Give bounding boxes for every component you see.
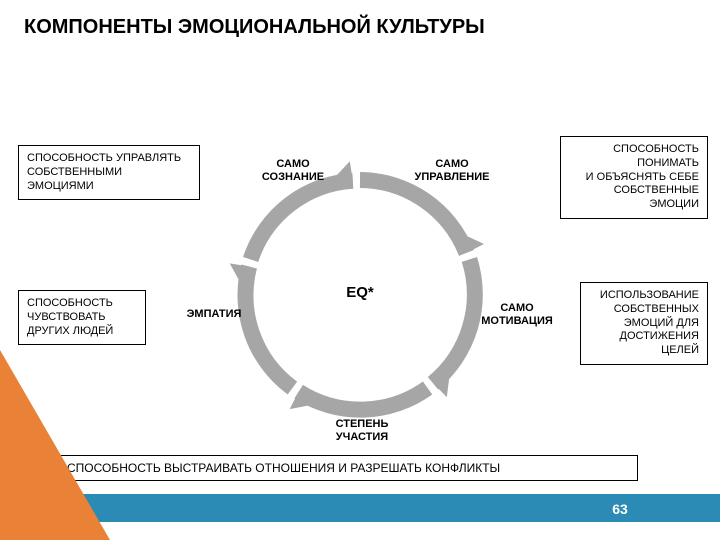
label-text: УЧАСТИЯ [336, 431, 388, 443]
page-number: 63 [600, 501, 640, 517]
label-text: УПРАВЛЕНИЕ [415, 171, 490, 183]
label-text: САМО [276, 158, 309, 170]
label-text: СОЗНАНИЕ [262, 171, 324, 183]
label-top-left: САМО СОЗНАНИЕ [248, 158, 338, 184]
box-line: СПОСОБНОСТЬ [27, 297, 113, 309]
box-line: ЭМОЦИЙ ДЛЯ [624, 317, 699, 329]
box-line: ПОНИМАТЬ [637, 157, 699, 169]
label-top-right: САМО УПРАВЛЕНИЕ [402, 158, 502, 184]
label-left: ЭМПАТИЯ [174, 308, 254, 321]
label-text: ЭМПАТИЯ [187, 308, 242, 320]
label-text: МОТИВАЦИЯ [481, 315, 553, 327]
box-line: ЭМОЦИЯМИ [27, 180, 94, 192]
box-line: ДРУГИХ ЛЮДЕЙ [27, 325, 113, 337]
box-top-right: СПОСОБНОСТЬ ПОНИМАТЬ И ОБЪЯСНЯТЬ СЕБЕ СО… [560, 136, 708, 219]
center-label: EQ* [340, 284, 380, 301]
box-line: ДОСТИЖЕНИЯ [620, 330, 700, 342]
box-line: ЦЕЛЕЙ [661, 344, 699, 356]
box-top-left: СПОСОБНОСТЬ УПРАВЛЯТЬ СОБСТВЕННЫМИ ЭМОЦИ… [18, 145, 200, 200]
label-text: САМО [435, 158, 468, 170]
box-line: И ОБЪЯСНЯТЬ СЕБЕ [586, 171, 699, 183]
label-text: СТЕПЕНЬ [336, 418, 389, 430]
wedge-accent [0, 350, 110, 540]
box-line: СОБСТВЕННЫМИ [27, 166, 122, 178]
label-bottom: СТЕПЕНЬ УЧАСТИЯ [322, 418, 402, 444]
box-mid-right: ИСПОЛЬЗОВАНИЕ СОБСТВЕННЫХ ЭМОЦИЙ ДЛЯ ДОС… [580, 282, 708, 365]
box-mid-left: СПОСОБНОСТЬ ЧУВСТВОВАТЬ ДРУГИХ ЛЮДЕЙ [18, 290, 146, 345]
box-line: СОБСТВЕННЫЕ ЭМОЦИИ [614, 184, 699, 210]
box-line: ИСПОЛЬЗОВАНИЕ [600, 289, 699, 301]
box-line: СПОСОБНОСТЬ УПРАВЛЯТЬ [27, 152, 181, 164]
slide: КОМПОНЕНТЫ ЭМОЦИОНАЛЬНОЙ КУЛЬТУРЫ EQ* СА… [0, 0, 720, 540]
box-line: СПОСОБНОСТЬ [613, 143, 699, 155]
label-text: САМО [500, 302, 533, 314]
label-right: САМО МОТИВАЦИЯ [472, 302, 562, 328]
box-line: СОБСТВЕННЫХ [614, 303, 699, 315]
box-line: ЧУВСТВОВАТЬ [27, 311, 106, 323]
box-bottom-wide: СПОСОБНОСТЬ ВЫСТРАИВАТЬ ОТНОШЕНИЯ И РАЗР… [56, 455, 638, 481]
